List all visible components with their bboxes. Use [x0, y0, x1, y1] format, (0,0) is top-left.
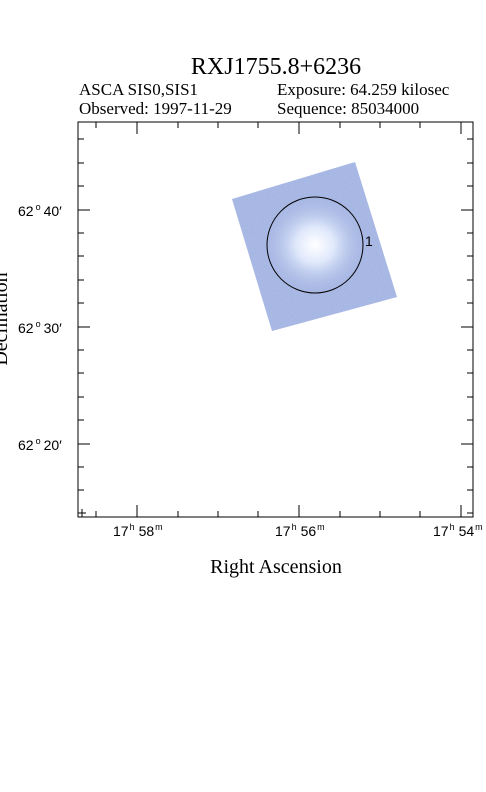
exposure-text: Exposure: 64.259 kilosec [277, 80, 450, 99]
source-glow [260, 193, 370, 297]
sequence-text: Sequence: 85034000 [277, 99, 420, 118]
plot-title: RXJ1755.8+6236 [190, 54, 362, 80]
y-tick-0-min: 40 [44, 203, 60, 219]
y-axis-title: Declination [0, 272, 12, 365]
y-tick-2-deg: 62 [18, 437, 34, 453]
source-region-circle [266, 196, 364, 294]
x-tick-1-h: 17 [275, 523, 291, 539]
y-tick-1-deg: 62 [18, 320, 34, 336]
y-tick-2-min: 20 [44, 437, 60, 453]
y-tick-labels: 62 o 40′ 62 o 30′ 62 o 20′ [18, 202, 62, 453]
instrument-text: ASCA SIS0,SIS1 [79, 80, 199, 99]
y-major-ticks [78, 209, 473, 445]
x-axis-title: Right Ascension [210, 556, 342, 578]
x-tick-0-h: 17 [113, 523, 129, 539]
x-tick-1-m: 56 [301, 523, 317, 539]
observed-text: Observed: 1997-11-29 [79, 99, 232, 118]
y-minor-ticks [78, 138, 473, 514]
x-tick-2-h: 17 [433, 523, 449, 539]
y-tick-1-min: 30 [44, 320, 60, 336]
plot-frame [77, 121, 474, 518]
x-tick-2-m: 54 [459, 523, 475, 539]
source-region-label: 1 [365, 233, 373, 249]
x-tick-labels: 17h 58m 17h 56m 17h 54m [113, 522, 483, 539]
y-tick-0-deg: 62 [18, 203, 34, 219]
x-minor-ticks [95, 122, 421, 517]
x-major-ticks [136, 122, 462, 517]
corner-cross-mark [78, 509, 86, 517]
x-tick-0-m: 58 [139, 523, 155, 539]
